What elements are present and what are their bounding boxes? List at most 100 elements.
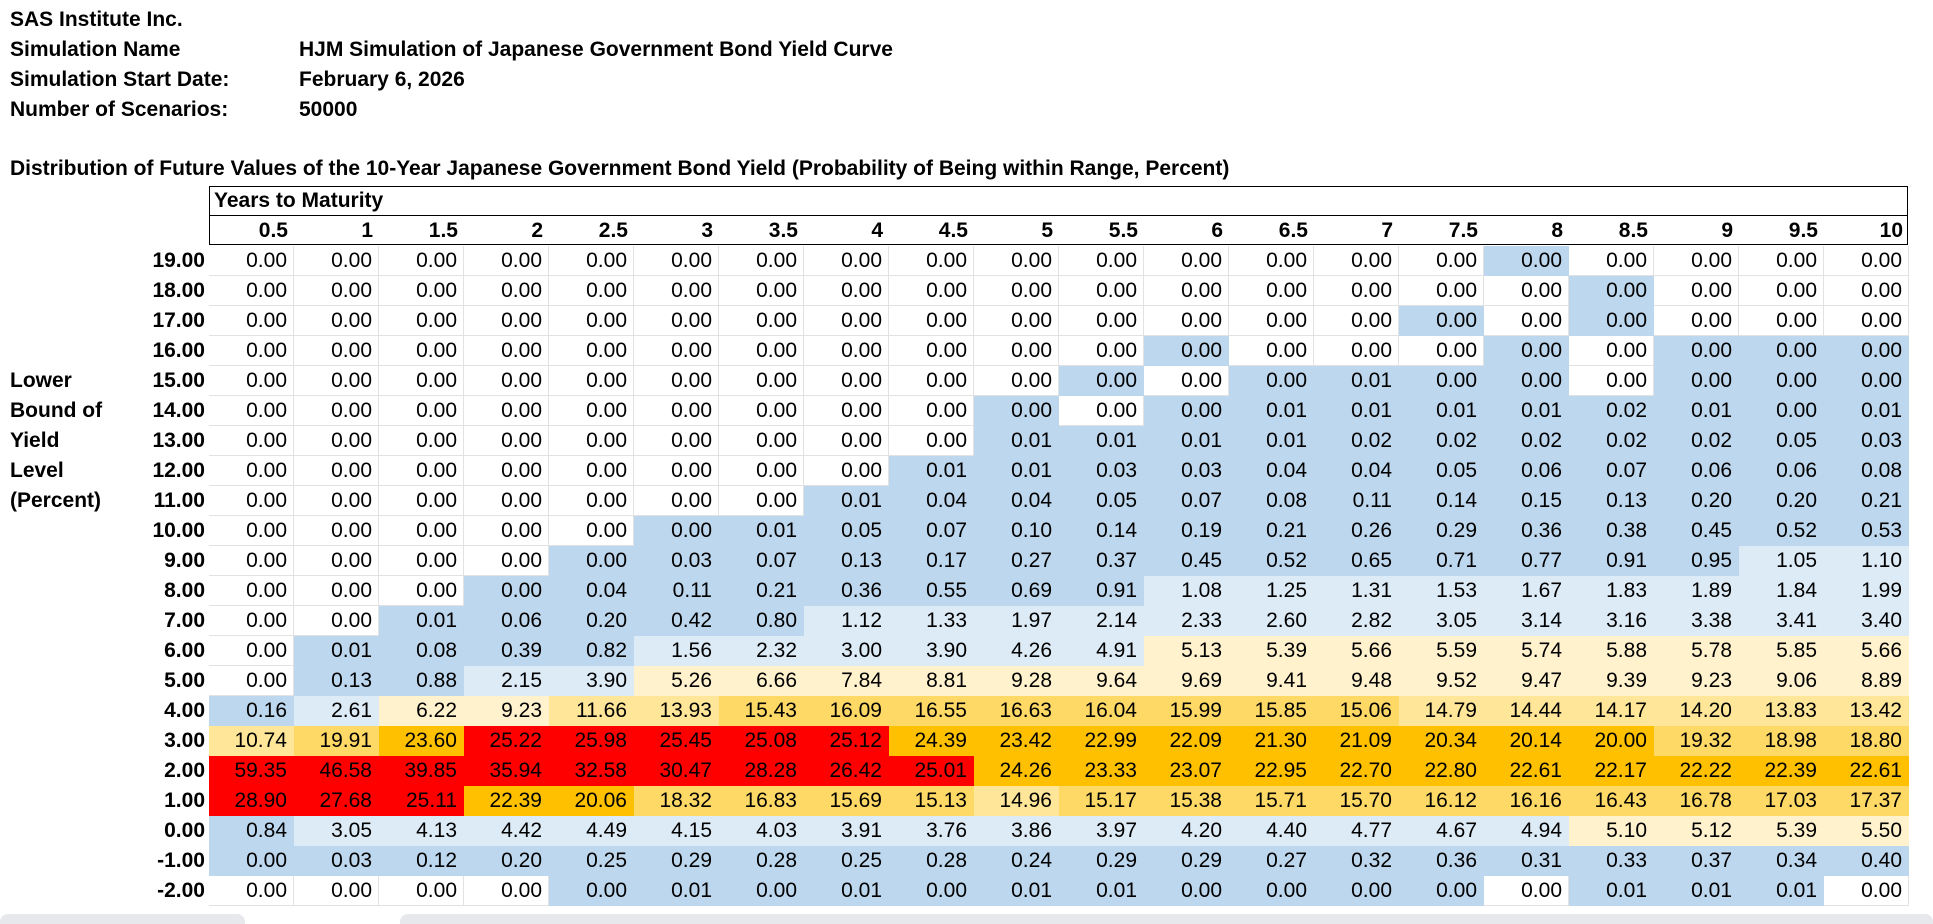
table-cell[interactable]: 0.13 bbox=[804, 546, 889, 576]
table-cell[interactable]: 0.00 bbox=[379, 486, 464, 516]
table-cell[interactable]: 0.21 bbox=[719, 576, 804, 606]
table-cell[interactable]: 18.32 bbox=[634, 786, 719, 816]
table-cell[interactable]: 0.00 bbox=[719, 276, 804, 306]
table-cell[interactable]: 13.42 bbox=[1824, 696, 1909, 726]
table-cell[interactable]: 0.00 bbox=[889, 366, 974, 396]
table-cell[interactable]: 0.00 bbox=[1314, 876, 1399, 906]
table-cell[interactable]: 24.39 bbox=[889, 726, 974, 756]
table-cell[interactable]: 0.16 bbox=[209, 696, 294, 726]
table-cell[interactable]: 0.13 bbox=[294, 666, 379, 696]
table-cell[interactable]: 0.01 bbox=[1229, 426, 1314, 456]
table-cell[interactable]: 5.12 bbox=[1654, 816, 1739, 846]
table-cell[interactable]: 3.86 bbox=[974, 816, 1059, 846]
table-cell[interactable]: 3.14 bbox=[1484, 606, 1569, 636]
table-cell[interactable]: 4.91 bbox=[1059, 636, 1144, 666]
table-cell[interactable]: 0.00 bbox=[209, 426, 294, 456]
table-cell[interactable]: 0.00 bbox=[1569, 246, 1654, 276]
table-cell[interactable]: 0.15 bbox=[1484, 486, 1569, 516]
table-cell[interactable]: 0.08 bbox=[1229, 486, 1314, 516]
table-cell[interactable]: 0.00 bbox=[294, 246, 379, 276]
table-cell[interactable]: 0.00 bbox=[549, 246, 634, 276]
table-cell[interactable]: 0.11 bbox=[1314, 486, 1399, 516]
table-cell[interactable]: 0.36 bbox=[1399, 846, 1484, 876]
table-cell[interactable]: 17.03 bbox=[1739, 786, 1824, 816]
table-cell[interactable]: 0.01 bbox=[1569, 876, 1654, 906]
table-cell[interactable]: 0.04 bbox=[974, 486, 1059, 516]
table-cell[interactable]: 0.13 bbox=[1569, 486, 1654, 516]
table-cell[interactable]: 0.00 bbox=[1739, 246, 1824, 276]
table-cell[interactable]: 0.00 bbox=[464, 426, 549, 456]
table-cell[interactable]: 30.47 bbox=[634, 756, 719, 786]
table-cell[interactable]: 0.00 bbox=[464, 516, 549, 546]
table-cell[interactable]: 0.01 bbox=[1144, 426, 1229, 456]
table-cell[interactable]: 1.84 bbox=[1739, 576, 1824, 606]
table-cell[interactable]: 4.67 bbox=[1399, 816, 1484, 846]
table-cell[interactable]: 15.99 bbox=[1144, 696, 1229, 726]
table-cell[interactable]: 28.90 bbox=[209, 786, 294, 816]
table-cell[interactable]: 9.23 bbox=[464, 696, 549, 726]
table-cell[interactable]: 16.63 bbox=[974, 696, 1059, 726]
table-cell[interactable]: 0.07 bbox=[719, 546, 804, 576]
table-cell[interactable]: 14.44 bbox=[1484, 696, 1569, 726]
table-cell[interactable]: 0.00 bbox=[1144, 336, 1229, 366]
table-cell[interactable]: 21.30 bbox=[1229, 726, 1314, 756]
table-cell[interactable]: 0.00 bbox=[889, 336, 974, 366]
table-cell[interactable]: 0.00 bbox=[294, 576, 379, 606]
table-cell[interactable]: 0.00 bbox=[1739, 366, 1824, 396]
table-cell[interactable]: 22.80 bbox=[1399, 756, 1484, 786]
table-cell[interactable]: 0.00 bbox=[974, 366, 1059, 396]
table-cell[interactable]: 0.00 bbox=[1314, 336, 1399, 366]
table-cell[interactable]: 0.33 bbox=[1569, 846, 1654, 876]
table-cell[interactable]: 22.99 bbox=[1059, 726, 1144, 756]
table-cell[interactable]: 0.01 bbox=[804, 486, 889, 516]
table-cell[interactable]: 1.12 bbox=[804, 606, 889, 636]
table-cell[interactable]: 0.21 bbox=[1824, 486, 1909, 516]
table-cell[interactable]: 0.01 bbox=[804, 876, 889, 906]
table-cell[interactable]: 3.76 bbox=[889, 816, 974, 846]
sheet-tab-bar-left[interactable] bbox=[0, 914, 245, 924]
table-cell[interactable]: 14.20 bbox=[1654, 696, 1739, 726]
table-cell[interactable]: 16.04 bbox=[1059, 696, 1144, 726]
table-cell[interactable]: 0.82 bbox=[549, 636, 634, 666]
table-cell[interactable]: 3.38 bbox=[1654, 606, 1739, 636]
table-cell[interactable]: 17.37 bbox=[1824, 786, 1909, 816]
table-cell[interactable]: 3.91 bbox=[804, 816, 889, 846]
table-cell[interactable]: 0.00 bbox=[889, 426, 974, 456]
table-cell[interactable]: 0.00 bbox=[464, 456, 549, 486]
table-cell[interactable]: 0.00 bbox=[1059, 396, 1144, 426]
table-cell[interactable]: 23.60 bbox=[379, 726, 464, 756]
table-cell[interactable]: 11.66 bbox=[549, 696, 634, 726]
table-cell[interactable]: 0.00 bbox=[634, 456, 719, 486]
table-cell[interactable]: 0.14 bbox=[1059, 516, 1144, 546]
table-cell[interactable]: 1.31 bbox=[1314, 576, 1399, 606]
table-cell[interactable]: 0.00 bbox=[549, 306, 634, 336]
table-cell[interactable]: 23.07 bbox=[1144, 756, 1229, 786]
table-cell[interactable]: 0.04 bbox=[549, 576, 634, 606]
table-cell[interactable]: 0.00 bbox=[1569, 306, 1654, 336]
table-cell[interactable]: 0.37 bbox=[1654, 846, 1739, 876]
table-cell[interactable]: 0.00 bbox=[379, 336, 464, 366]
table-cell[interactable]: 4.03 bbox=[719, 816, 804, 846]
table-cell[interactable]: 0.00 bbox=[719, 396, 804, 426]
table-cell[interactable]: 0.00 bbox=[974, 246, 1059, 276]
table-cell[interactable]: 0.03 bbox=[1824, 426, 1909, 456]
table-cell[interactable]: 0.04 bbox=[1229, 456, 1314, 486]
table-cell[interactable]: 0.00 bbox=[719, 426, 804, 456]
table-cell[interactable]: 18.80 bbox=[1824, 726, 1909, 756]
table-cell[interactable]: 8.89 bbox=[1824, 666, 1909, 696]
table-cell[interactable]: 0.00 bbox=[974, 306, 1059, 336]
table-cell[interactable]: 15.17 bbox=[1059, 786, 1144, 816]
table-cell[interactable]: 0.88 bbox=[379, 666, 464, 696]
table-cell[interactable]: 0.01 bbox=[1059, 426, 1144, 456]
table-cell[interactable]: 0.01 bbox=[974, 876, 1059, 906]
table-cell[interactable]: 0.00 bbox=[464, 486, 549, 516]
table-cell[interactable]: 0.05 bbox=[804, 516, 889, 546]
table-cell[interactable]: 0.00 bbox=[1654, 306, 1739, 336]
table-cell[interactable]: 1.08 bbox=[1144, 576, 1229, 606]
table-cell[interactable]: 22.61 bbox=[1484, 756, 1569, 786]
table-cell[interactable]: 0.00 bbox=[1229, 276, 1314, 306]
table-cell[interactable]: 0.00 bbox=[379, 306, 464, 336]
table-cell[interactable]: 0.01 bbox=[1824, 396, 1909, 426]
table-cell[interactable]: 0.00 bbox=[379, 276, 464, 306]
table-cell[interactable]: 5.59 bbox=[1399, 636, 1484, 666]
